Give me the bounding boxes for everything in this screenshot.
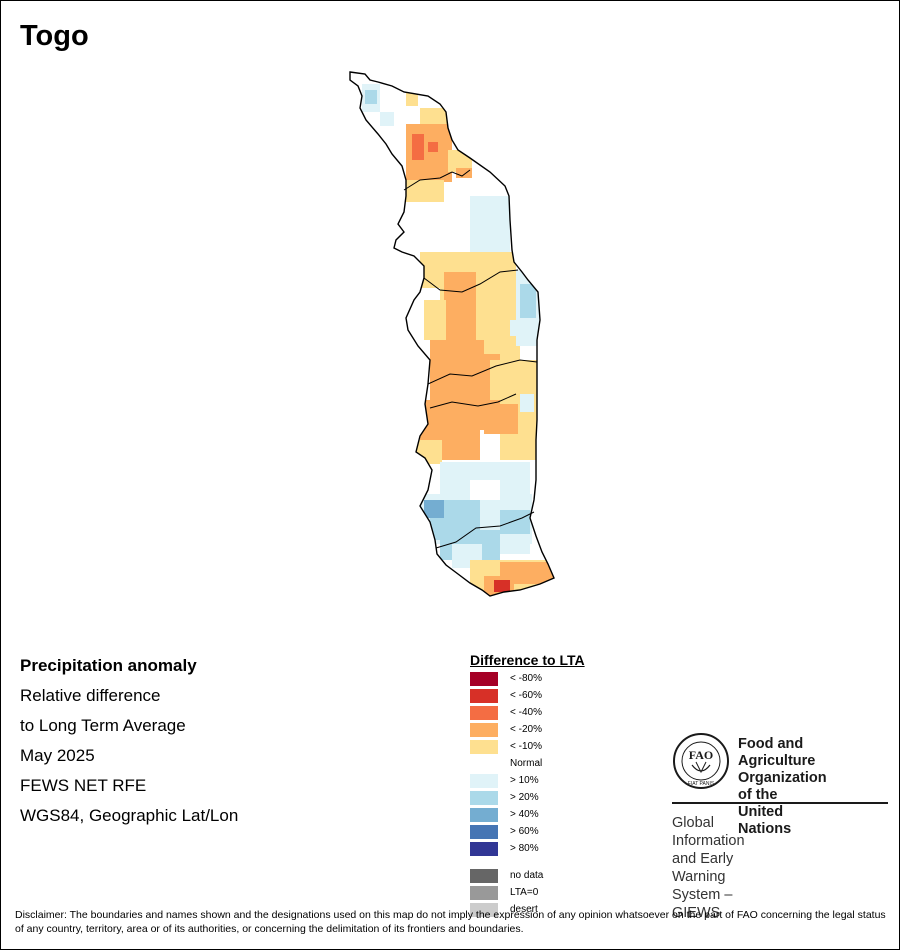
legend-item: > 80% — [470, 842, 585, 859]
legend-swatch — [470, 672, 498, 686]
disclaimer: Disclaimer: The boundaries and names sho… — [15, 909, 886, 935]
fao-logo-block: FAO FIAT PANIS Food and Agriculture Orga… — [672, 732, 888, 921]
legend-label: < -20% — [510, 724, 542, 735]
legend-swatch — [470, 723, 498, 737]
info-projection: WGS84, Geographic Lat/Lon — [20, 806, 239, 825]
region-boundaries — [403, 169, 538, 549]
anomaly-raster — [350, 72, 554, 596]
legend-label: desert — [510, 904, 538, 915]
legend-swatch — [470, 774, 498, 788]
map-info: Precipitation anomaly Relative differenc… — [20, 655, 238, 835]
legend-swatch — [470, 808, 498, 822]
legend-item: > 20% — [470, 791, 585, 808]
legend-label: > 60% — [510, 826, 539, 837]
legend-item: < -20% — [470, 723, 585, 740]
legend-item: < -40% — [470, 706, 585, 723]
legend-item: < -10% — [470, 740, 585, 757]
legend-item: > 10% — [470, 774, 585, 791]
info-source: FEWS NET RFE — [20, 776, 147, 795]
togo-anomaly-map — [349, 71, 555, 597]
legend-swatch — [470, 869, 498, 883]
legend-item: < -60% — [470, 689, 585, 706]
fao-org-line3: United Nations — [738, 804, 792, 837]
legend-swatch — [470, 886, 498, 900]
fao-emblem-motto: FIAT PANIS — [688, 781, 715, 787]
legend-label: < -10% — [510, 741, 542, 752]
fao-emblem-icon: FAO FIAT PANIS — [673, 733, 729, 789]
legend-item: Normal — [470, 757, 585, 774]
giews-line2: Warning System – GIEWS — [672, 869, 733, 921]
logo-divider — [672, 802, 888, 804]
legend-label: Normal — [510, 758, 543, 769]
legend-swatch — [470, 903, 498, 917]
legend-swatch — [470, 791, 498, 805]
giews-name: Global Information and Early Warning Sys… — [672, 814, 745, 922]
fao-org-line2: Organization of the — [738, 770, 827, 803]
legend-extra-items: no data LTA=0 desert — [470, 869, 585, 920]
info-description: Relative difference — [20, 686, 161, 705]
country-border — [349, 71, 555, 597]
legend-swatch — [470, 757, 498, 771]
legend-swatch — [470, 706, 498, 720]
legend-item: < -80% — [470, 672, 585, 689]
legend-label: < -60% — [510, 690, 542, 701]
giews-line1: Global Information and Early — [672, 815, 745, 867]
legend-items: < -80% < -60% < -40% < -20% < -10% Normal > 10… — [470, 672, 585, 859]
legend-label: > 20% — [510, 792, 539, 803]
legend-label: no data — [510, 870, 544, 881]
legend-swatch — [470, 842, 498, 856]
fao-emblem-letters: FAO — [689, 748, 713, 762]
legend-label: < -80% — [510, 673, 542, 684]
fao-org-name: Food and Agriculture Organization of the… — [738, 736, 827, 838]
legend-item: > 40% — [470, 808, 585, 825]
legend-label: > 80% — [510, 843, 539, 854]
legend-label: > 10% — [510, 775, 539, 786]
legend-label: LTA=0 — [510, 887, 539, 898]
legend: Difference to LTA < -80% < -60% < -40% < -2… — [470, 652, 585, 920]
legend-swatch — [470, 825, 498, 839]
map-title: Togo — [20, 20, 89, 52]
legend-label: < -40% — [510, 707, 542, 718]
legend-swatch — [470, 740, 498, 754]
legend-swatch — [470, 689, 498, 703]
legend-item: no data — [470, 869, 585, 886]
legend-item: > 60% — [470, 825, 585, 842]
fao-org-line1: Food and Agriculture — [738, 736, 816, 769]
info-period: May 2025 — [20, 746, 95, 765]
info-description-2: to Long Term Average — [20, 716, 186, 735]
info-product: Precipitation anomaly — [20, 656, 197, 675]
legend-item: desert — [470, 903, 585, 920]
legend-label: > 40% — [510, 809, 539, 820]
legend-title: Difference to LTA — [470, 652, 585, 668]
legend-item: LTA=0 — [470, 886, 585, 903]
